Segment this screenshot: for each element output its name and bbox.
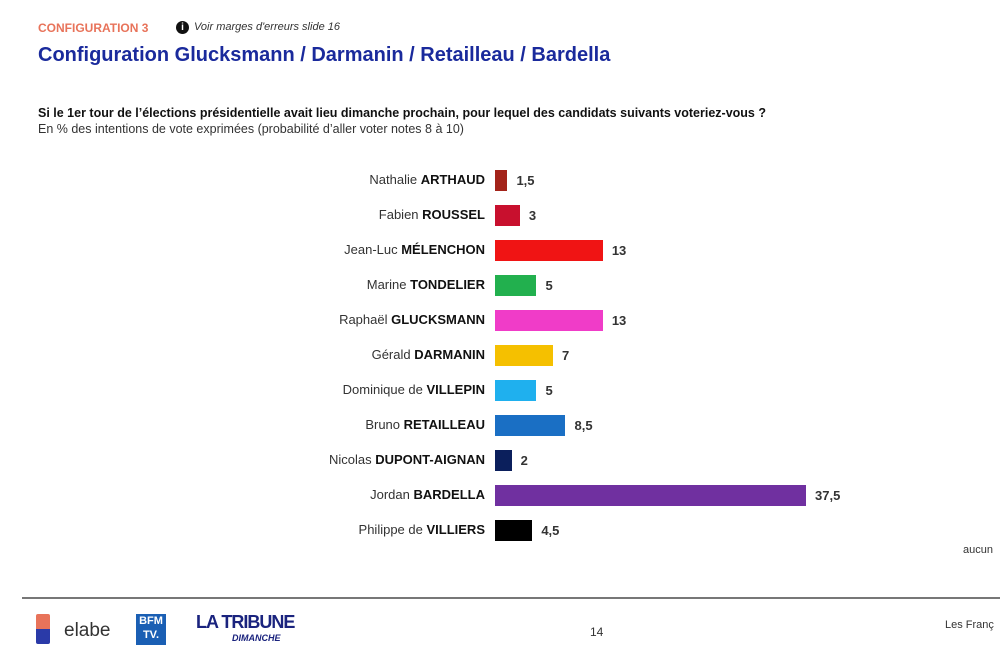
category-label: Gérald DARMANIN (372, 347, 485, 362)
aucun-label: aucun (963, 544, 993, 556)
last-name: BARDELLA (413, 487, 486, 502)
info-icon: i (176, 21, 189, 34)
category-label: Marine TONDELIER (367, 277, 485, 292)
bar (495, 380, 537, 401)
last-name: GLUCKSMANN (391, 312, 485, 327)
category-label: Jean-Luc MÉLENCHON (344, 242, 485, 257)
first-name: Jordan (370, 487, 414, 502)
first-name: Raphaël (339, 312, 392, 327)
first-name: Nicolas (328, 452, 376, 467)
page-number: 14 (590, 625, 604, 639)
category-label: Nicolas DUPONT-AIGNAN (329, 452, 485, 467)
category-label: Fabien ROUSSEL (379, 207, 485, 222)
category-label: Jordan BARDELLA (370, 487, 485, 502)
category-label: Raphaël GLUCKSMANN (339, 312, 485, 327)
first-name: Jean-Luc (344, 242, 402, 257)
elabe-logo-text: elabe (64, 620, 111, 641)
bar (495, 170, 508, 191)
last-name: DUPONT-AIGNAN (375, 452, 485, 467)
bar (495, 275, 537, 296)
data-label: 3 (528, 208, 537, 223)
last-name: VILLEPIN (426, 382, 485, 397)
last-name: ARTHAUD (420, 172, 485, 187)
first-name: Nathalie (369, 172, 421, 187)
data-label: 13 (611, 243, 627, 258)
chart-subtitle: En % des intentions de vote exprimées (p… (38, 122, 464, 136)
first-name: Marine (366, 277, 411, 292)
category-label: Philippe de VILLIERS (359, 522, 485, 537)
category-label: Bruno RETAILLEAU (365, 417, 485, 432)
last-name: DARMANIN (414, 347, 485, 362)
data-label: 4,5 (541, 523, 560, 538)
category-label: Dominique de VILLEPIN (343, 382, 485, 397)
bar (495, 310, 603, 331)
last-name: ROUSSEL (422, 207, 485, 222)
bfmtv-logo: BFM TV. (136, 614, 166, 645)
last-name: TONDELIER (410, 277, 485, 292)
bar (495, 345, 554, 366)
first-name: Fabien (378, 207, 423, 222)
la-tribune-logo: LA TRIBUNE (196, 612, 295, 632)
bar (495, 485, 806, 506)
page-title: Configuration Glucksmann / Darmanin / Re… (38, 44, 611, 66)
last-name: RETAILLEAU (403, 417, 485, 432)
la-tribune-dimanche: DIMANCHE (232, 633, 281, 643)
configuration-label: CONFIGURATION 3 (38, 21, 149, 35)
first-name: Philippe de (358, 522, 427, 537)
category-label: Nathalie ARTHAUD (369, 172, 485, 187)
bar (495, 450, 512, 471)
data-label: 5 (545, 383, 553, 398)
last-name: VILLIERS (426, 522, 485, 537)
first-name: Bruno (365, 417, 404, 432)
bar (495, 520, 533, 541)
last-name: MÉLENCHON (401, 242, 485, 257)
bar (495, 205, 520, 226)
bar (495, 240, 603, 261)
bar (495, 415, 566, 436)
error-margin-note: Voir marges d'erreurs slide 16 (194, 21, 340, 33)
data-label: 7 (562, 348, 570, 363)
data-label: 2 (520, 453, 528, 468)
data-label: 13 (611, 313, 627, 328)
elabe-logo-icon (36, 614, 50, 644)
first-name: Dominique de (342, 382, 427, 397)
data-label: 5 (545, 278, 553, 293)
footer-divider (22, 597, 1000, 599)
data-label: 8,5 (574, 418, 593, 433)
first-name: Gérald (371, 347, 415, 362)
data-label: 37,5 (815, 488, 841, 503)
footer-text: Les Franç (945, 619, 994, 631)
chart-question: Si le 1er tour de l’élections présidenti… (38, 106, 766, 120)
data-label: 1,5 (516, 173, 535, 188)
